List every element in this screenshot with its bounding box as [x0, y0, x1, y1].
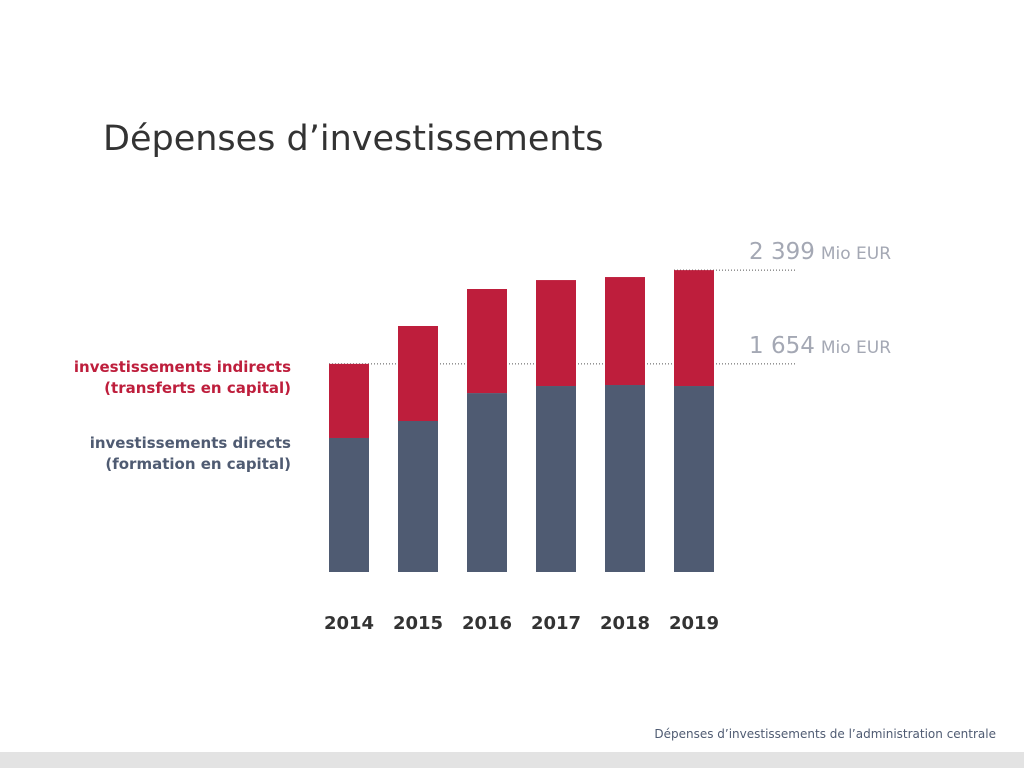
reference-value: 1 654 [749, 333, 815, 359]
bar-segment [398, 325, 438, 421]
bar-segment [467, 289, 507, 394]
reference-unit: Mio EUR [821, 244, 891, 264]
x-tick-label: 2016 [462, 613, 512, 634]
reference-value: 2 399 [749, 239, 815, 265]
bar-segment [674, 270, 714, 387]
reference-unit: Mio EUR [821, 338, 891, 358]
footer-bar [0, 752, 1024, 768]
legend-entry: investissements indirects (transferts en… [73, 358, 291, 397]
x-tick-label: 2014 [324, 613, 374, 634]
bar-segment [467, 393, 507, 572]
bar-segment [536, 280, 576, 387]
legend-entry: investissements directs (formation en ca… [89, 434, 291, 473]
caption: Dépenses d’investissements de l’administ… [654, 727, 996, 741]
bar-segment [605, 385, 645, 572]
bar-segment [329, 363, 369, 438]
reference-label: 2 399 Mio EUR [749, 239, 891, 265]
x-tick-label: 2015 [393, 613, 443, 634]
chart-title: Dépenses d’investissements [103, 119, 604, 159]
x-tick-label: 2019 [669, 613, 719, 634]
bar-segment [605, 277, 645, 386]
bar-segment [536, 386, 576, 572]
bar-segment [398, 421, 438, 572]
reference-label: 1 654 Mio EUR [749, 333, 891, 359]
bar-segment [329, 437, 369, 572]
bar-segment [674, 386, 714, 572]
x-tick-label: 2017 [531, 613, 581, 634]
x-tick-label: 2018 [600, 613, 650, 634]
